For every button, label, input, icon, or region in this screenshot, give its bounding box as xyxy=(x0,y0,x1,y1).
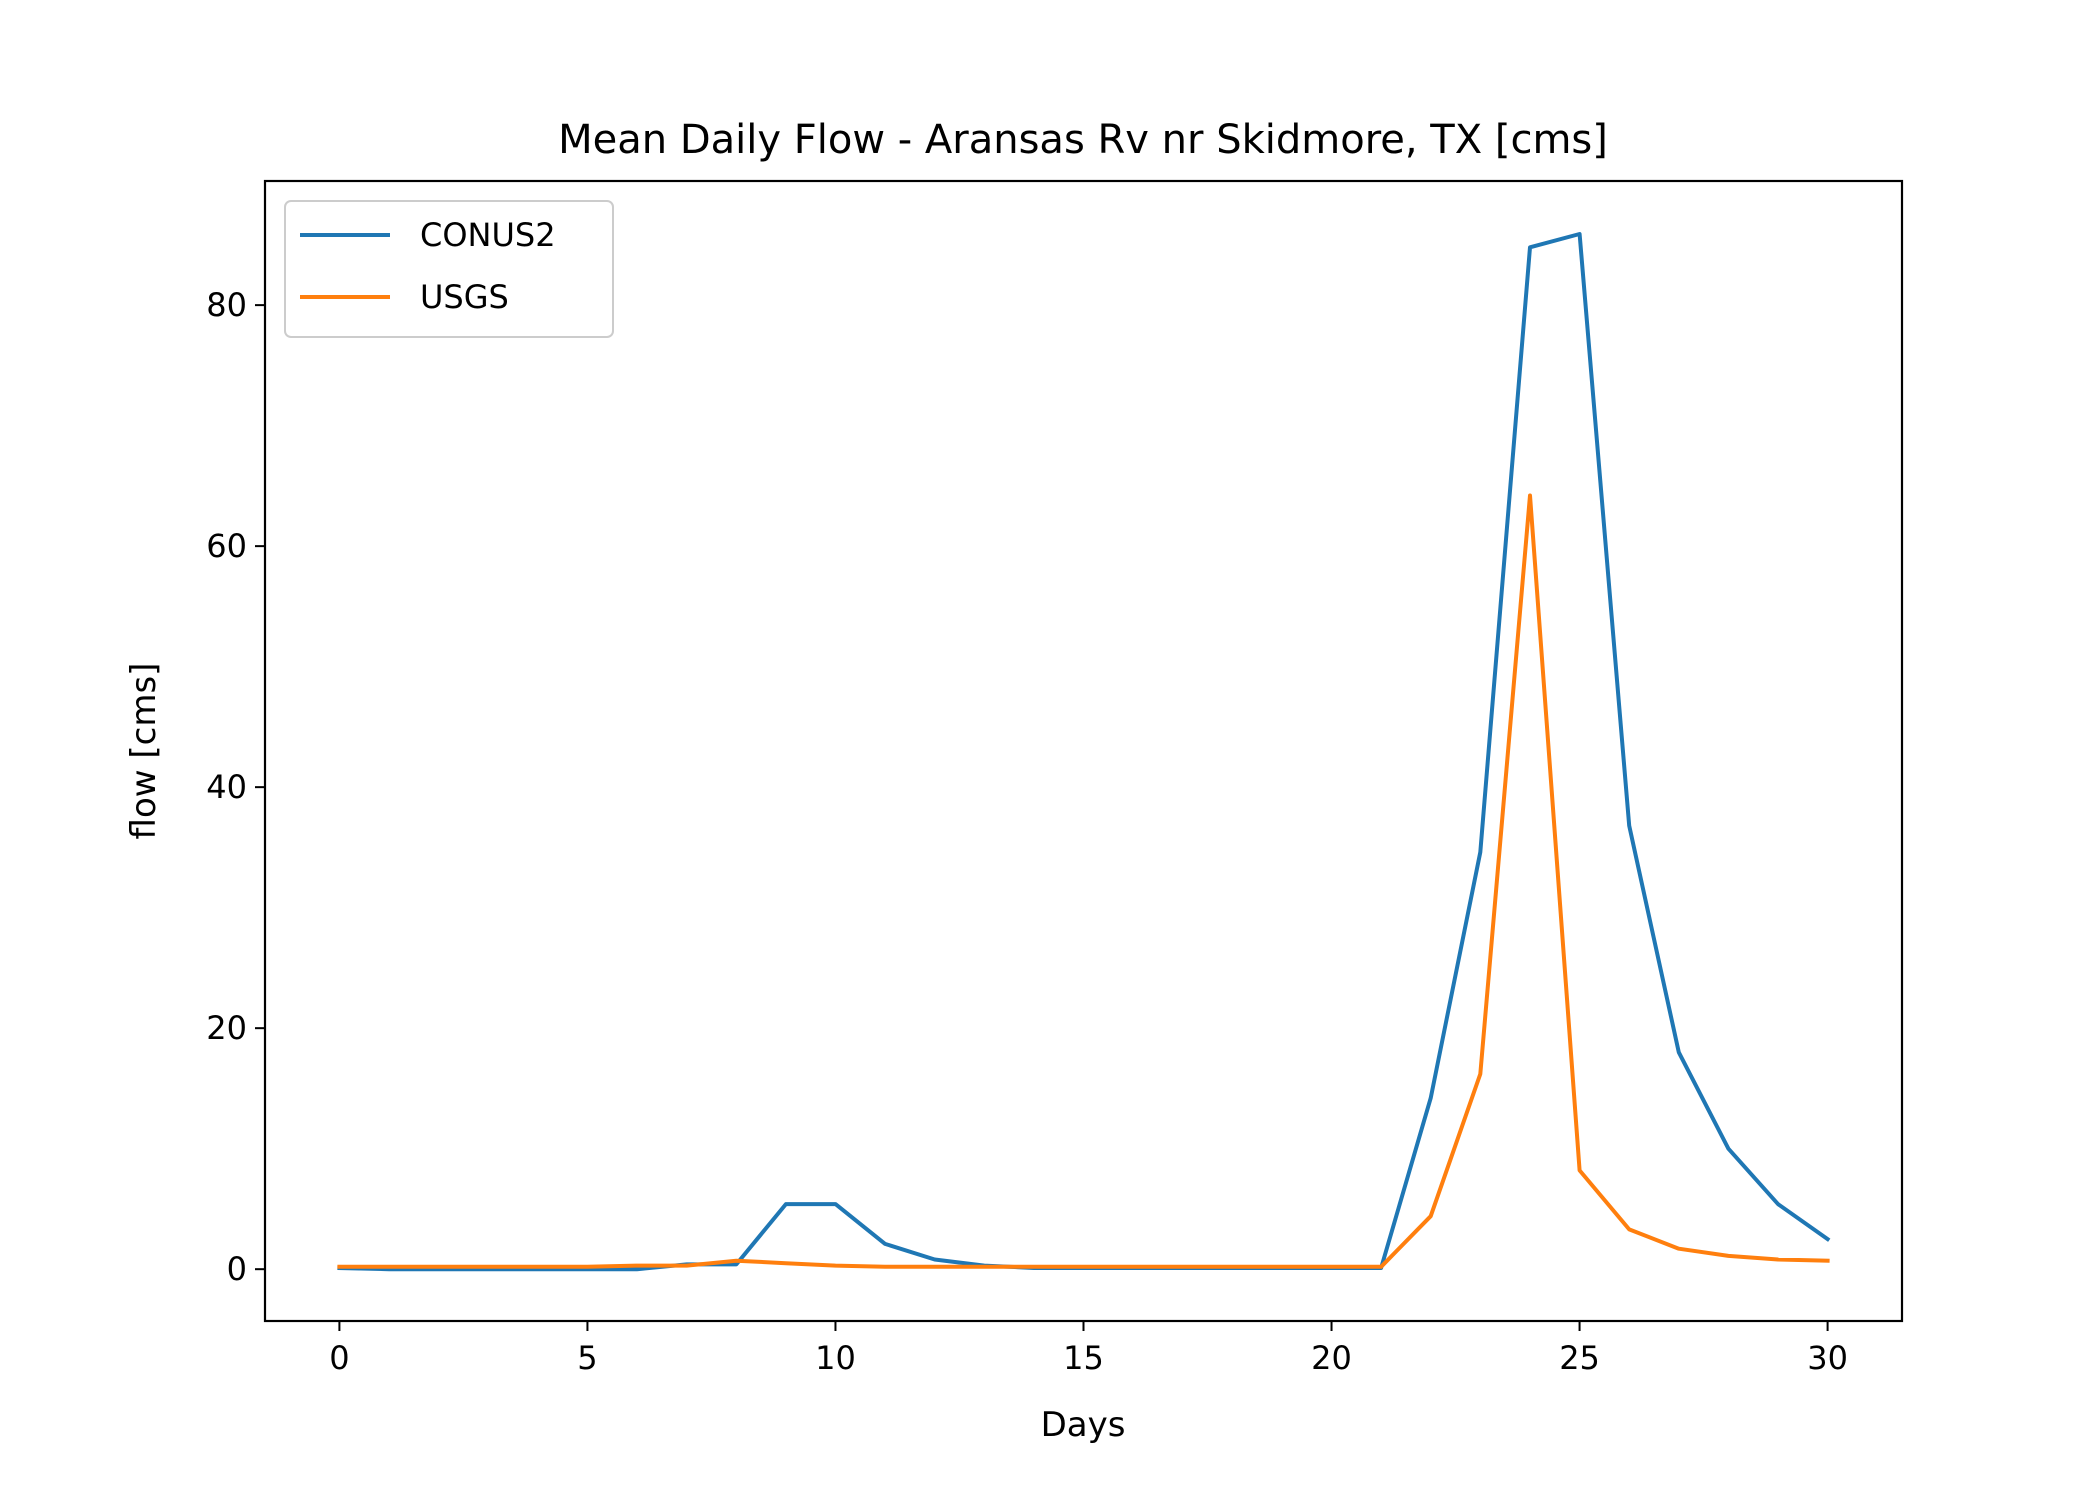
y-tick-label: 80 xyxy=(206,286,247,324)
plot-area-frame xyxy=(263,179,1904,1323)
chart-title: Mean Daily Flow - Aransas Rv nr Skidmore… xyxy=(558,117,1608,163)
y-tick-label: 60 xyxy=(206,527,247,565)
x-tick-label: 20 xyxy=(1311,1339,1352,1377)
legend-label-usgs: USGS xyxy=(420,278,509,316)
legend-label-conus2: CONUS2 xyxy=(420,216,556,254)
series-lines xyxy=(337,232,1831,1272)
y-tick-label: 20 xyxy=(206,1009,247,1047)
x-tick-label: 5 xyxy=(577,1339,597,1377)
x-axis-ticks: 0 5 10 15 20 25 30 xyxy=(329,1321,1848,1377)
x-tick-label: 15 xyxy=(1063,1339,1104,1377)
x-axis-label: Days xyxy=(1041,1405,1126,1445)
y-tick-label: 0 xyxy=(227,1250,247,1288)
legend: CONUS2 USGS xyxy=(284,200,614,338)
x-tick-label: 10 xyxy=(815,1339,856,1377)
y-tick-label: 40 xyxy=(206,768,247,806)
y-axis-label: flow [cms] xyxy=(124,663,164,840)
x-tick-label: 25 xyxy=(1559,1339,1600,1377)
x-tick-label: 0 xyxy=(329,1339,349,1377)
series-line-usgs xyxy=(337,493,1830,1269)
y-axis-ticks: 0 20 40 60 80 xyxy=(206,286,265,1288)
x-tick-label: 30 xyxy=(1807,1339,1848,1377)
